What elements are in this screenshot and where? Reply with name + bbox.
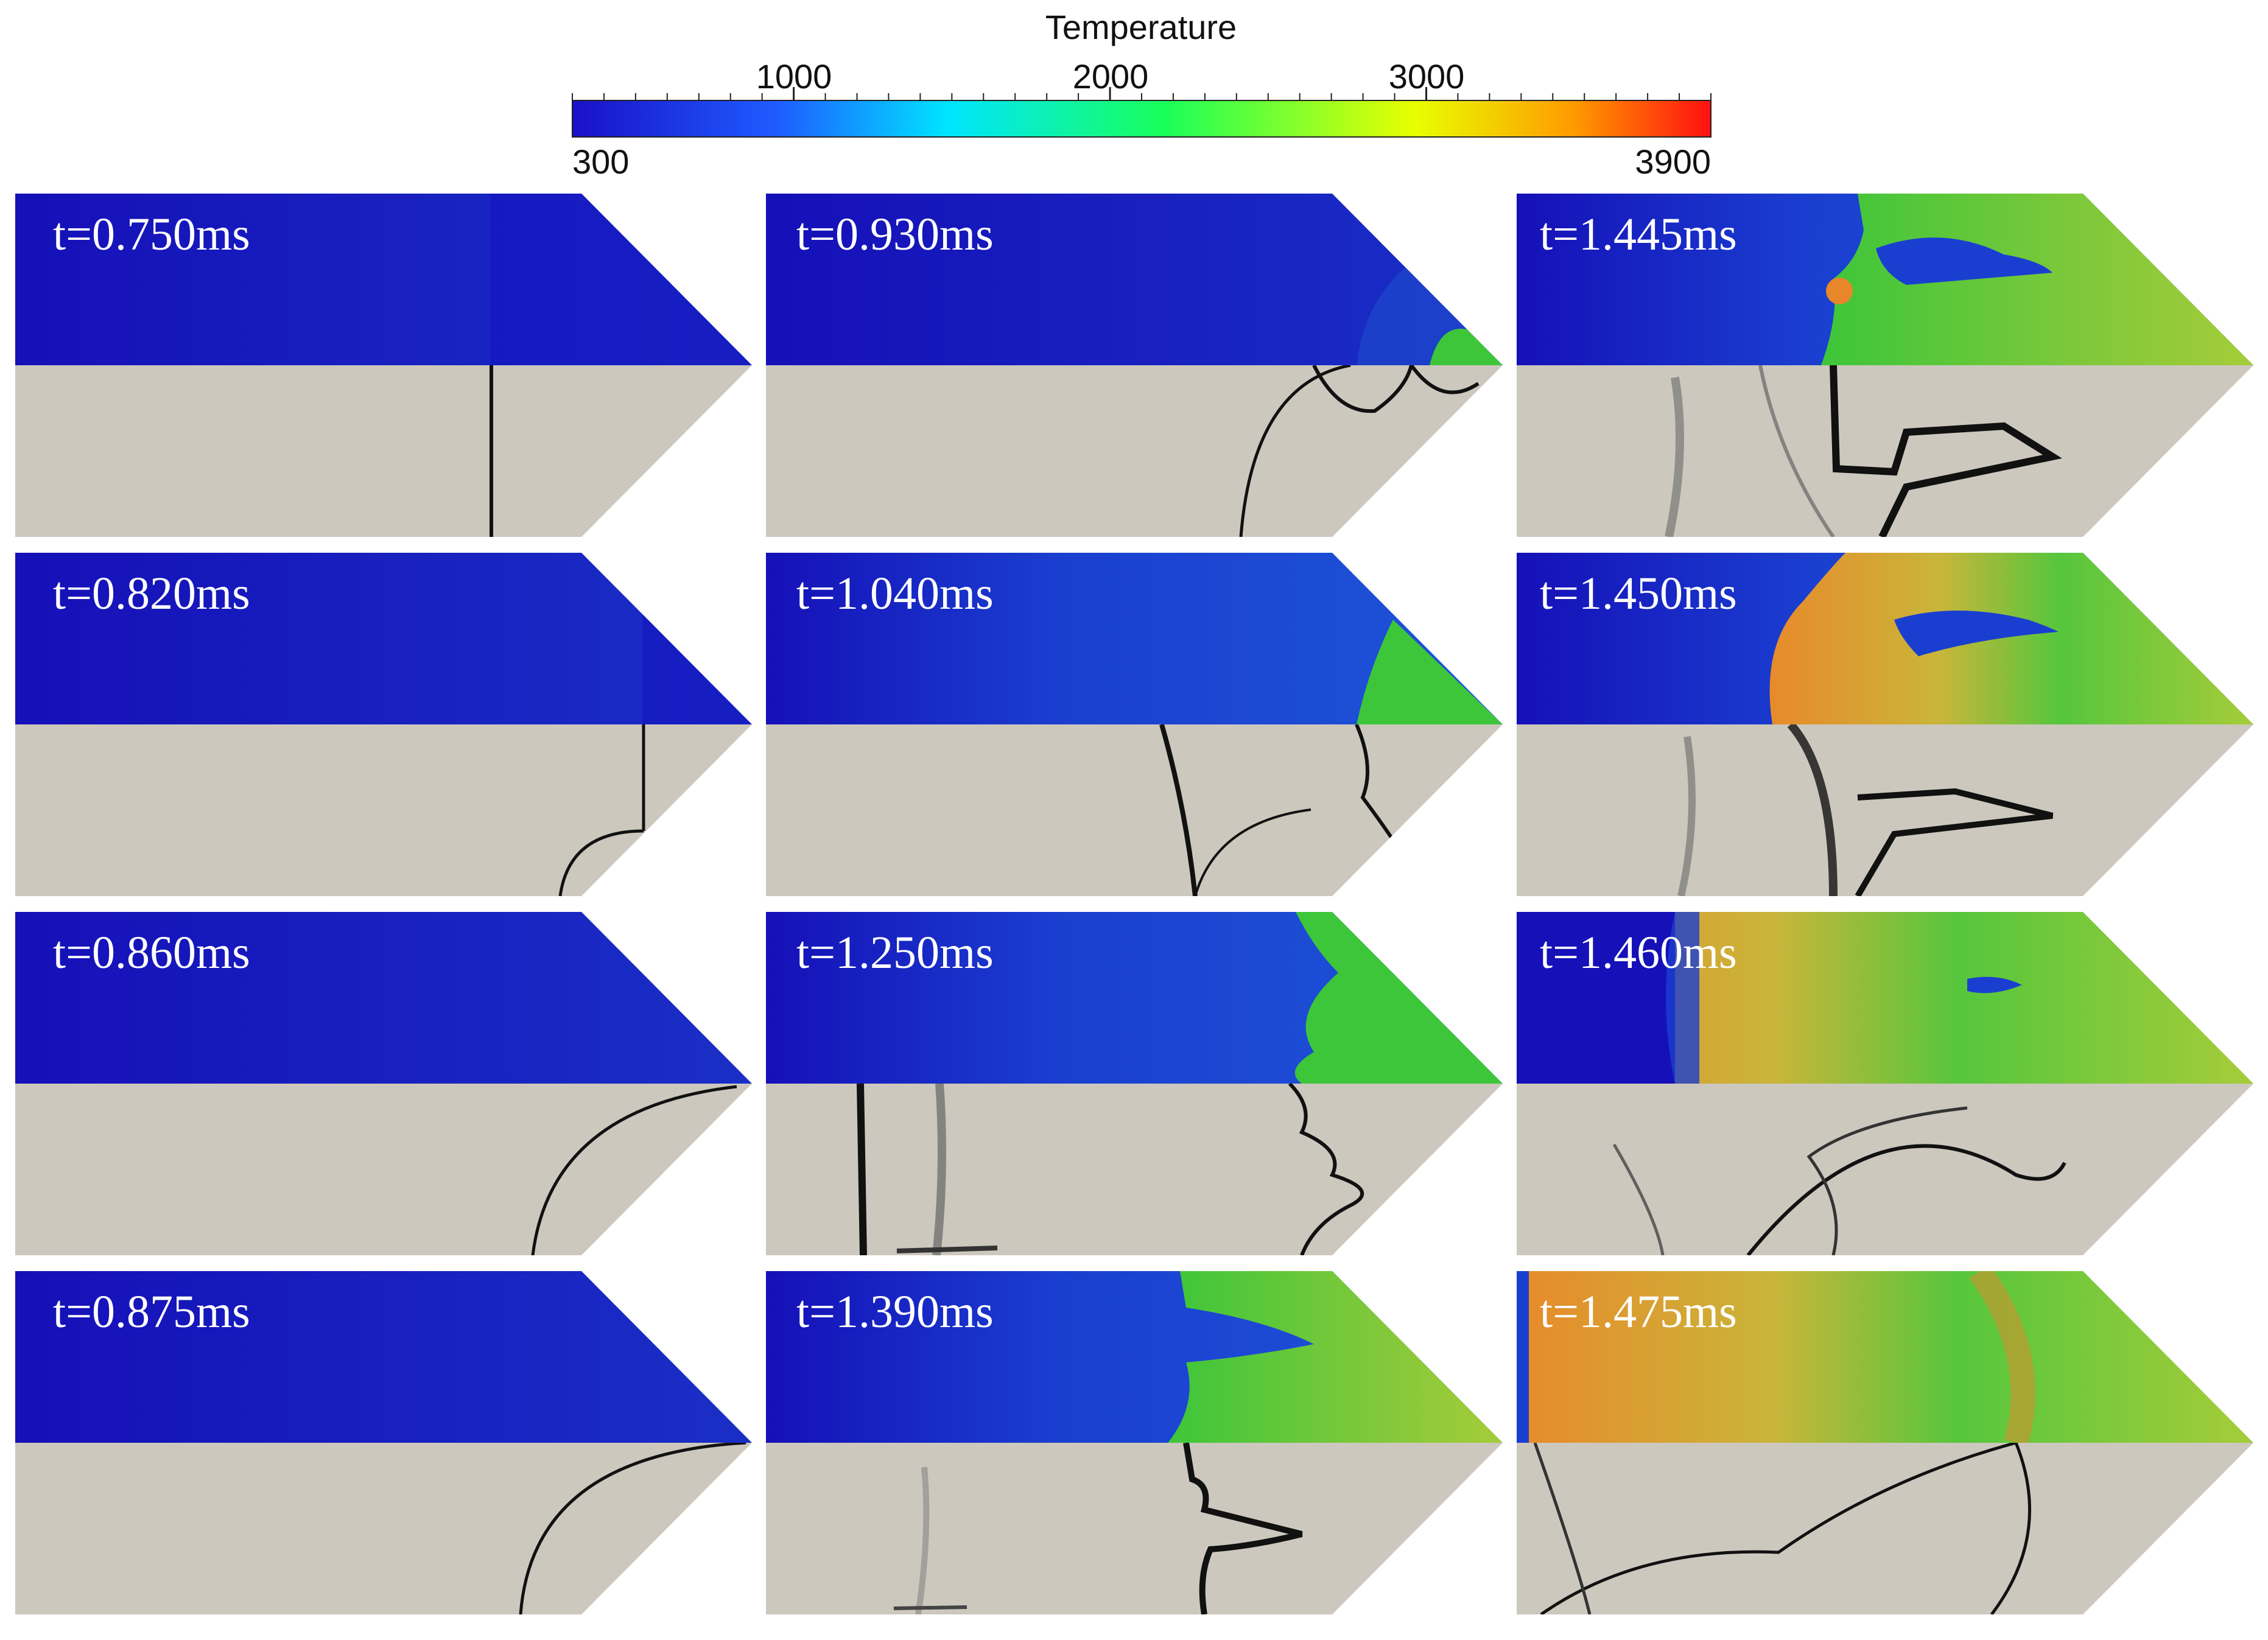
panel-0-860ms: t=0.860ms xyxy=(15,912,752,1255)
colorbar-gradient xyxy=(572,100,1712,138)
panel-time-label: t=1.250ms xyxy=(796,927,994,978)
panel-time-label: t=0.930ms xyxy=(796,209,994,260)
panel-1-450ms: t=1.450ms xyxy=(1517,553,2253,896)
panel-1-390ms: t=1.390ms xyxy=(766,1271,1503,1614)
panel-1-250ms: t=1.250ms xyxy=(766,912,1503,1255)
panel-1-460ms: t=1.460ms xyxy=(1517,912,2253,1255)
colorbar-ticks xyxy=(572,87,1712,100)
colorbar-min-label: 300 xyxy=(572,142,629,181)
colorbar-tick-1000: 1000 xyxy=(756,57,832,96)
panel-time-label: t=0.750ms xyxy=(53,209,250,260)
panel-time-label: t=1.450ms xyxy=(1540,568,1737,619)
panel-time-label: t=1.445ms xyxy=(1540,209,1737,260)
panel-time-label: t=1.460ms xyxy=(1540,927,1737,978)
panel-1-475ms: t=1.475ms xyxy=(1517,1271,2253,1614)
panel-1-445ms: t=1.445ms xyxy=(1517,194,2253,537)
panel-0-750ms: t=0.750ms xyxy=(15,194,752,537)
panel-1-040ms: t=1.040ms xyxy=(766,553,1503,896)
panel-0-875ms: t=0.875ms xyxy=(15,1271,752,1614)
colorbar-tick-2000: 2000 xyxy=(1073,57,1149,96)
colorbar-tick-3000: 3000 xyxy=(1389,57,1465,96)
colorbar-max-label: 3900 xyxy=(1635,142,1711,181)
panel-0-930ms: t=0.930ms xyxy=(766,194,1503,537)
colorbar: Temperature 1000 2000 3000 300 3900 xyxy=(572,8,1712,181)
panel-time-label: t=1.040ms xyxy=(796,568,994,619)
panel-0-820ms: t=0.820ms xyxy=(15,553,752,896)
panel-time-label: t=0.860ms xyxy=(53,927,250,978)
colorbar-title: Temperature xyxy=(1045,8,1237,46)
panel-time-label: t=0.820ms xyxy=(53,568,250,619)
panel-time-label: t=0.875ms xyxy=(53,1286,250,1337)
panel-time-label: t=1.475ms xyxy=(1540,1286,1737,1337)
panel-time-label: t=1.390ms xyxy=(796,1286,994,1337)
